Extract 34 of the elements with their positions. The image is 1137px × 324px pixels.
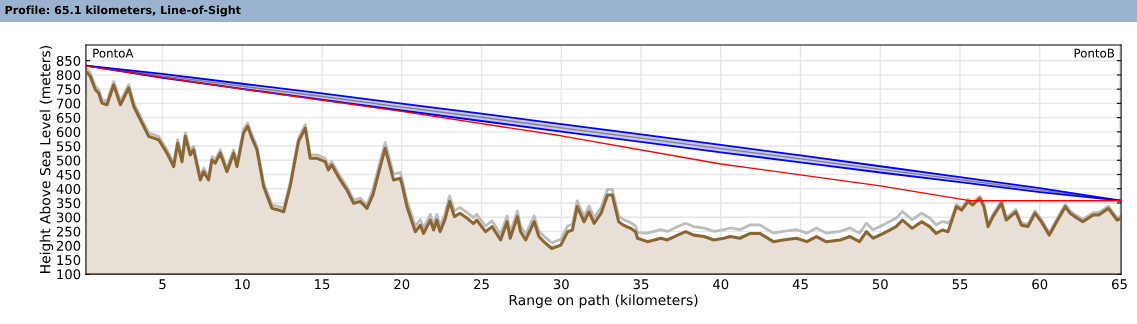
y-tick-label: 700 [56,98,81,109]
x-tick-label: 25 [474,279,489,290]
x-tick-label: 30 [553,279,569,290]
x-tick-label: 45 [792,279,808,290]
y-tick-label: 250 [56,226,81,237]
x-tick-label: 5 [159,279,166,290]
y-tick-label: 550 [56,141,81,152]
y-tick-label: 500 [56,155,81,166]
y-tick-label: 600 [56,127,81,138]
y-tick-label: 300 [56,212,81,223]
y-tick-label: 400 [56,183,81,194]
y-axis-title: Height Above Sea Level (meters) [39,46,54,273]
y-tick-label: 200 [56,240,81,251]
y-tick-label: 650 [56,112,81,123]
x-tick-label: 65 [1112,279,1127,290]
x-tick-label: 15 [315,279,330,290]
x-tick-label: 40 [713,279,729,290]
y-tick-label: 850 [56,55,81,66]
y-tick-label: 150 [57,255,81,266]
x-axis-title: Range on path (kilometers) [509,294,698,308]
x-tick-label: 35 [633,279,649,290]
y-tick-label: 450 [56,169,81,180]
x-tick-label: 10 [235,279,250,290]
x-tick-label: 60 [1032,279,1048,290]
x-tick-label: 55 [952,279,968,290]
annotation: PontoB [1074,48,1115,58]
x-tick-label: 50 [872,279,888,290]
y-tick-label: 350 [56,198,81,209]
annotation: PontoA [93,48,134,58]
x-tick-label: 20 [394,279,410,290]
chart-title: Profile: 65.1 kilometers, Line-of-Sight [5,5,241,17]
y-tick-label: 750 [56,84,81,95]
y-tick-label: 800 [56,70,81,81]
y-tick-label: 100 [57,269,81,280]
